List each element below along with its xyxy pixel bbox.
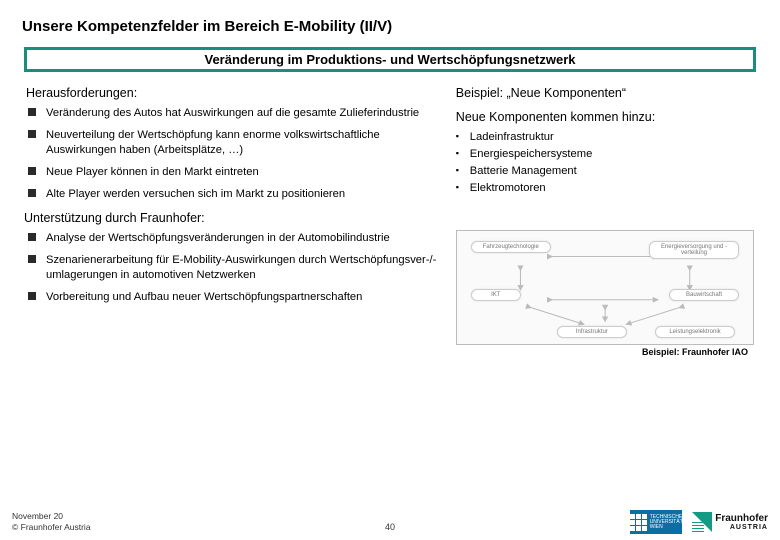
tuw-logo-text: TECHNISCHEUNIVERSITÄTWIEN [650, 515, 683, 530]
challenges-list: Veränderung des Autos hat Auswirkungen a… [26, 106, 438, 203]
list-item: Veränderung des Autos hat Auswirkungen a… [26, 106, 438, 121]
support-heading: Unterstützung durch Fraunhofer: [24, 211, 438, 225]
left-column: Herausforderungen: Veränderung des Autos… [26, 82, 438, 357]
support-list: Analyse der Wertschöpfungsveränderungen … [26, 231, 438, 305]
diagram-node: Energieversorgung und -verteilung [649, 241, 739, 259]
diagram-caption: Beispiel: Fraunhofer IAO [456, 347, 748, 357]
list-item: Energiespeichersysteme [456, 147, 754, 162]
components-intro: Neue Komponenten kommen hinzu: [456, 110, 754, 124]
list-item: Batterie Management [456, 164, 754, 179]
footer: November 20 © Fraunhofer Austria 40 TECH… [0, 504, 780, 540]
section-banner: Veränderung im Produktions- und Wertschö… [24, 47, 756, 72]
list-item: Neue Player können in den Markt eintrete… [26, 165, 438, 180]
diagram: Fahrzeugtechnologie Energieversorgung un… [456, 230, 754, 345]
list-item: Ladeinfrastruktur [456, 130, 754, 145]
list-item: Elektromotoren [456, 181, 754, 196]
challenges-heading: Herausforderungen: [26, 86, 438, 100]
right-column: Beispiel: „Neue Komponenten“ Neue Kompon… [456, 82, 754, 357]
footer-date: November 20 [12, 511, 91, 522]
list-item: Vorbereitung und Aufbau neuer Wertschöpf… [26, 290, 438, 305]
diagram-node: IKT [471, 289, 521, 301]
tuw-logo-icon [630, 514, 647, 531]
slide: Unsere Kompetenzfelder im Bereich E-Mobi… [0, 0, 780, 540]
section-banner-text: Veränderung im Produktions- und Wertschö… [27, 50, 753, 69]
diagram-node: Infrastruktur [557, 326, 627, 338]
page-title: Unsere Kompetenzfelder im Bereich E-Mobi… [22, 18, 758, 35]
fraunhofer-logo-icon [692, 512, 712, 532]
diagram-node: Leistungselektronik [655, 326, 735, 338]
footer-left: November 20 © Fraunhofer Austria [12, 511, 91, 533]
list-item: Alte Player werden versuchen sich im Mar… [26, 187, 438, 202]
diagram-node: Fahrzeugtechnologie [471, 241, 551, 253]
diagram-node: Bauwirtschaft [669, 289, 739, 301]
footer-copyright: © Fraunhofer Austria [12, 522, 91, 533]
example-heading: Beispiel: „Neue Komponenten“ [456, 86, 754, 100]
fraunhofer-logo-sub: AUSTRIA [715, 524, 768, 531]
page-number: 40 [385, 522, 395, 532]
components-list: Ladeinfrastruktur Energiespeichersysteme… [456, 130, 754, 196]
list-item: Analyse der Wertschöpfungsveränderungen … [26, 231, 438, 246]
list-item: Neuverteilung der Wertschöpfung kann eno… [26, 128, 438, 158]
fraunhofer-logo-text: Fraunhofer [715, 514, 768, 524]
fraunhofer-logo: Fraunhofer AUSTRIA [692, 512, 768, 532]
content-columns: Herausforderungen: Veränderung des Autos… [26, 82, 754, 357]
list-item: Szenarienerarbeitung für E-Mobility-Ausw… [26, 253, 438, 283]
tuw-logo: TECHNISCHEUNIVERSITÄTWIEN [630, 510, 682, 534]
footer-logos: TECHNISCHEUNIVERSITÄTWIEN Fraunhofer AUS… [630, 510, 768, 534]
